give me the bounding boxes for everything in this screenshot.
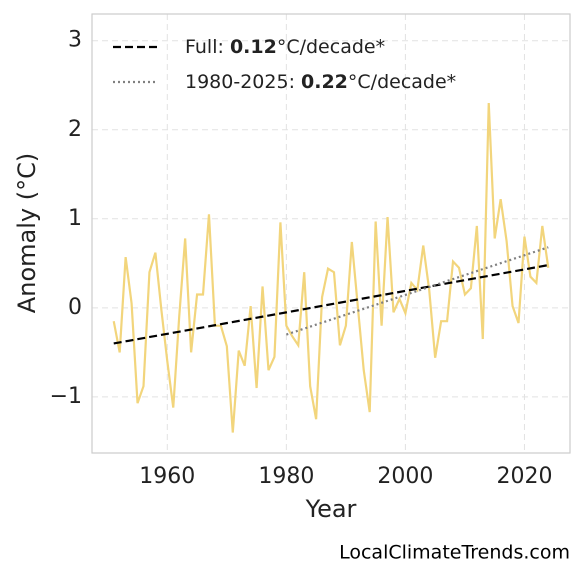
trend-line <box>113 264 549 345</box>
source: LocalClimateTrends.com <box>339 542 570 564</box>
plot-frame <box>91 13 571 454</box>
x-tick-label: 2000 <box>377 464 433 489</box>
y-axis-label: Anomaly (°C) <box>13 153 41 313</box>
y-tick-label: 0 <box>68 295 82 320</box>
legend-label: Full: 0.12°C/decade* <box>185 36 385 58</box>
trend-line <box>286 246 549 336</box>
x-tick-label: 1960 <box>139 464 195 489</box>
x-tick-label: 2020 <box>496 464 552 489</box>
y-tick-label: 2 <box>68 117 82 142</box>
x-tick-label: 1980 <box>258 464 314 489</box>
y-tick-label: 1 <box>68 206 82 231</box>
y-tick-label: −1 <box>50 384 82 409</box>
y-tick-label: 3 <box>68 28 82 53</box>
data-line <box>112 102 550 433</box>
x-axis-label: Year <box>305 495 357 523</box>
legend-label: 1980-2025: 0.22°C/decade* <box>185 71 456 93</box>
